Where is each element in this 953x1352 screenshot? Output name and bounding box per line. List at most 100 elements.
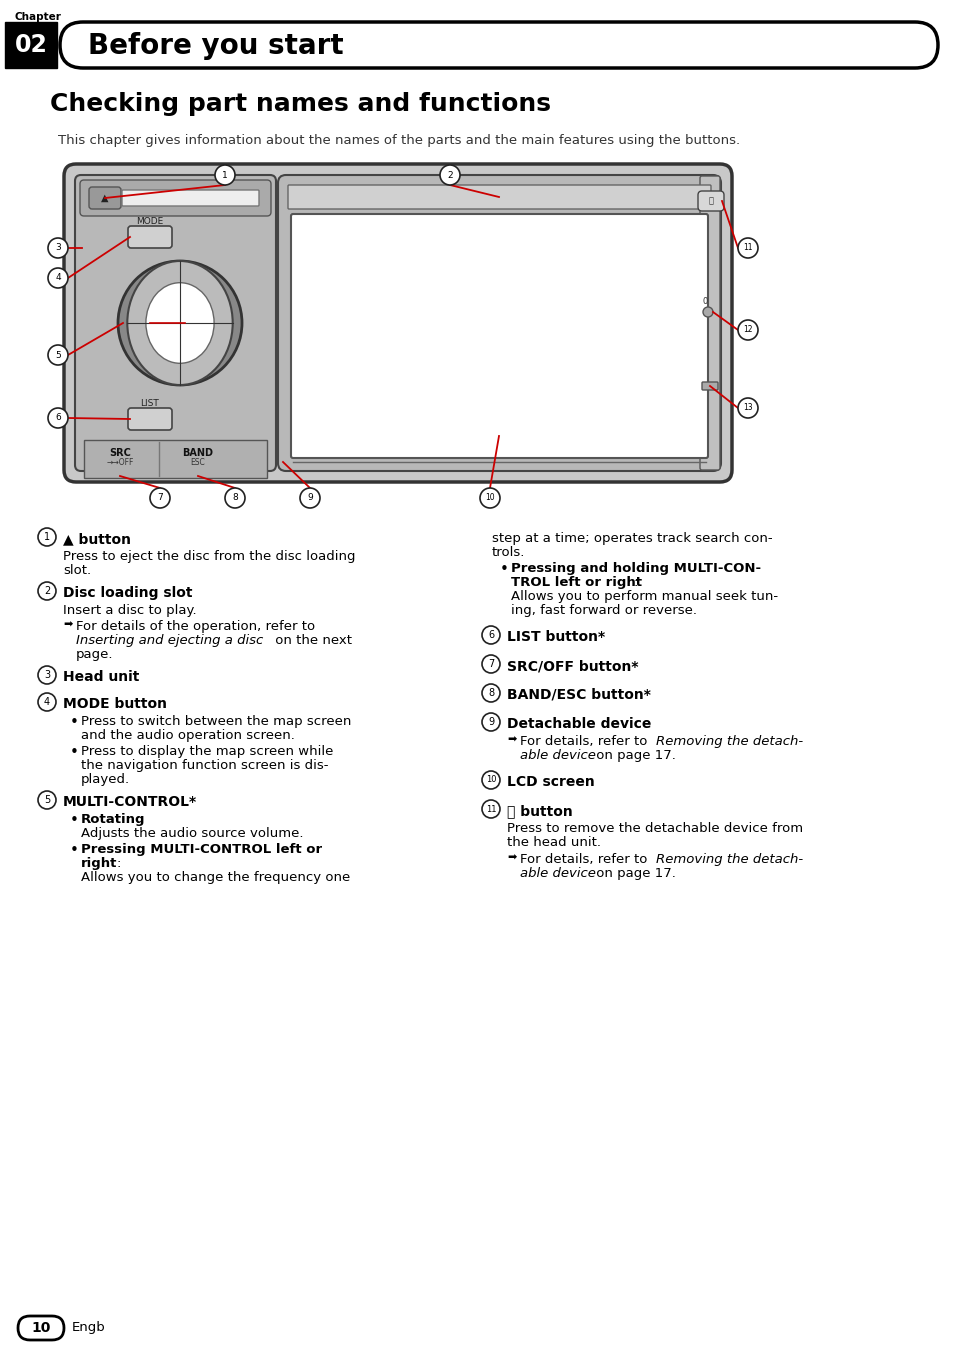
Text: For details, refer to: For details, refer to — [519, 853, 651, 867]
FancyBboxPatch shape — [84, 439, 267, 479]
Text: Pressing and holding MULTI-CON-: Pressing and holding MULTI-CON- — [511, 562, 760, 575]
Text: Adjusts the audio source volume.: Adjusts the audio source volume. — [81, 827, 303, 840]
Text: 02: 02 — [14, 32, 48, 57]
Text: 3: 3 — [55, 243, 61, 253]
Circle shape — [38, 694, 56, 711]
FancyBboxPatch shape — [122, 191, 258, 206]
Text: SRC: SRC — [109, 448, 131, 458]
Text: 🏠: 🏠 — [708, 196, 713, 206]
Circle shape — [479, 488, 499, 508]
Circle shape — [38, 529, 56, 546]
Text: 4: 4 — [44, 698, 50, 707]
Text: ➡: ➡ — [63, 621, 72, 630]
Circle shape — [481, 800, 499, 818]
Text: 2: 2 — [44, 585, 51, 596]
Text: Head unit: Head unit — [63, 671, 139, 684]
Text: :: : — [634, 576, 638, 589]
FancyBboxPatch shape — [60, 22, 937, 68]
Text: Removing the detach-: Removing the detach- — [656, 735, 802, 748]
Circle shape — [738, 238, 758, 258]
Circle shape — [738, 320, 758, 339]
Text: BAND/ESC button*: BAND/ESC button* — [506, 688, 650, 702]
Text: TROL left or right: TROL left or right — [511, 576, 641, 589]
Circle shape — [439, 165, 459, 185]
Circle shape — [214, 165, 234, 185]
Circle shape — [38, 581, 56, 600]
FancyBboxPatch shape — [18, 1315, 64, 1340]
Circle shape — [38, 791, 56, 808]
Circle shape — [48, 268, 68, 288]
Circle shape — [48, 345, 68, 365]
FancyBboxPatch shape — [288, 185, 710, 210]
Circle shape — [48, 238, 68, 258]
Text: MODE button: MODE button — [63, 698, 167, 711]
FancyBboxPatch shape — [701, 383, 718, 389]
Text: →→OFF: →→OFF — [106, 458, 133, 466]
FancyBboxPatch shape — [80, 180, 271, 216]
Text: :: : — [117, 857, 121, 869]
Text: ➡: ➡ — [506, 853, 516, 863]
Text: For details of the operation, refer to: For details of the operation, refer to — [76, 621, 319, 633]
Text: ▲: ▲ — [101, 193, 109, 203]
Text: the head unit.: the head unit. — [506, 836, 600, 849]
Text: •: • — [70, 745, 79, 760]
Text: Press to display the map screen while: Press to display the map screen while — [81, 745, 333, 758]
Text: 1: 1 — [44, 531, 50, 542]
Text: right: right — [81, 857, 117, 869]
Text: 11: 11 — [742, 243, 752, 253]
Text: page.: page. — [76, 648, 113, 661]
Text: •: • — [70, 844, 79, 859]
Text: on the next: on the next — [271, 634, 352, 648]
Text: 5: 5 — [55, 350, 61, 360]
Text: This chapter gives information about the names of the parts and the main feature: This chapter gives information about the… — [58, 134, 740, 147]
Text: LCD screen: LCD screen — [506, 775, 594, 790]
Text: 10: 10 — [485, 776, 496, 784]
Text: BAND: BAND — [182, 448, 213, 458]
FancyBboxPatch shape — [5, 22, 57, 68]
Circle shape — [48, 408, 68, 429]
Ellipse shape — [146, 283, 213, 364]
Text: ▲ button: ▲ button — [63, 531, 131, 546]
Text: Press to switch between the map screen: Press to switch between the map screen — [81, 715, 351, 727]
Text: able device: able device — [519, 749, 596, 763]
Ellipse shape — [127, 261, 233, 385]
Text: 8: 8 — [232, 493, 237, 503]
Text: slot.: slot. — [63, 564, 91, 577]
Text: on page 17.: on page 17. — [592, 867, 675, 880]
Text: 11: 11 — [485, 804, 496, 814]
Circle shape — [481, 771, 499, 790]
FancyBboxPatch shape — [291, 214, 707, 458]
Text: 10: 10 — [31, 1321, 51, 1334]
Text: played.: played. — [81, 773, 130, 786]
Text: able device: able device — [519, 867, 596, 880]
Text: 9: 9 — [307, 493, 313, 503]
Text: 7: 7 — [487, 658, 494, 669]
Circle shape — [481, 713, 499, 731]
Text: Before you start: Before you start — [88, 32, 343, 59]
Text: 13: 13 — [742, 403, 752, 412]
FancyBboxPatch shape — [128, 226, 172, 247]
FancyBboxPatch shape — [64, 164, 731, 483]
Text: 6: 6 — [55, 414, 61, 422]
Text: 6: 6 — [487, 630, 494, 639]
FancyBboxPatch shape — [89, 187, 121, 210]
FancyBboxPatch shape — [700, 176, 720, 470]
Circle shape — [118, 261, 242, 385]
Text: MODE: MODE — [136, 218, 164, 226]
Circle shape — [225, 488, 245, 508]
Text: step at a time; operates track search con-: step at a time; operates track search co… — [492, 531, 772, 545]
Text: 🏠 button: 🏠 button — [506, 804, 572, 818]
FancyBboxPatch shape — [75, 174, 275, 470]
FancyBboxPatch shape — [698, 191, 723, 211]
Text: •: • — [499, 562, 508, 577]
Text: 0: 0 — [701, 297, 707, 307]
Text: 4: 4 — [55, 273, 61, 283]
Text: For details, refer to: For details, refer to — [519, 735, 651, 748]
Text: Removing the detach-: Removing the detach- — [656, 853, 802, 867]
Text: Allows you to perform manual seek tun-: Allows you to perform manual seek tun- — [511, 589, 778, 603]
Text: Allows you to change the frequency one: Allows you to change the frequency one — [81, 871, 350, 884]
Text: Press to remove the detachable device from: Press to remove the detachable device fr… — [506, 822, 802, 836]
Circle shape — [150, 488, 170, 508]
Circle shape — [481, 654, 499, 673]
Text: 10: 10 — [485, 493, 495, 503]
